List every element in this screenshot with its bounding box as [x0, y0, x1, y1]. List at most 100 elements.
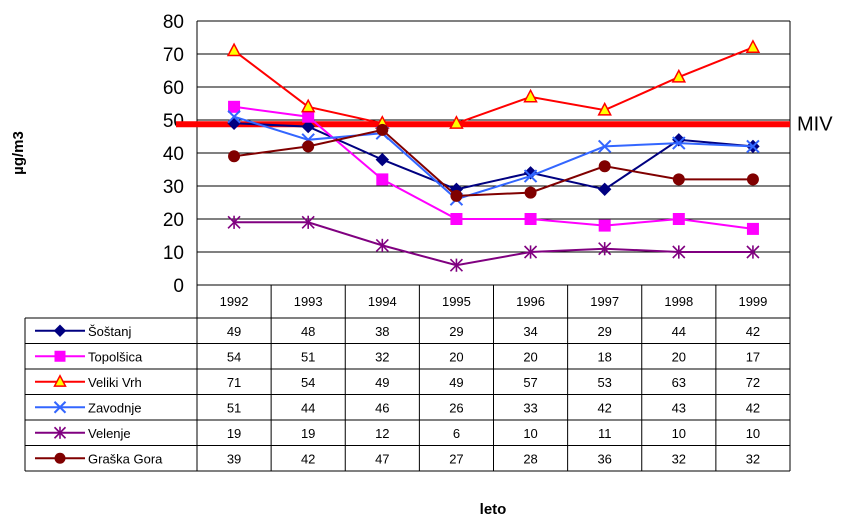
series-3-table-value: 49	[375, 375, 389, 390]
series-3-line	[233, 46, 754, 125]
series-3-point	[597, 101, 612, 116]
x-tick-label: 1992	[220, 294, 249, 309]
square-marker-shape	[228, 100, 241, 113]
triangle-marker-shape	[597, 101, 612, 116]
square-marker-shape	[598, 219, 611, 232]
x-marker-stroke	[523, 169, 538, 183]
series-1-legend-label: Šoštanj	[88, 324, 131, 339]
x-marker-stroke	[746, 139, 760, 154]
circle-marker-shape	[672, 173, 685, 186]
series-5-table-value: 10	[672, 426, 686, 441]
series-4-legend-marker	[53, 401, 67, 414]
series-1-line	[234, 122, 754, 191]
series-2-point	[524, 213, 537, 225]
series-6-point	[746, 173, 759, 186]
series-2-table-value: 17	[746, 349, 760, 364]
x-axis-title: leto	[480, 501, 507, 518]
square-marker-shape	[376, 173, 389, 186]
series-3-point	[449, 115, 464, 129]
y-tick-label: 0	[173, 276, 184, 297]
x-tick-label: 1997	[590, 294, 619, 309]
y-tick-label: 70	[163, 45, 184, 66]
series-5-legend-marker	[53, 426, 67, 439]
square-marker-shape	[524, 213, 537, 225]
series-2-table-value: 54	[227, 349, 241, 364]
series-5-point	[598, 242, 612, 256]
series-2-table-value: 20	[523, 349, 537, 364]
series-5-point	[449, 258, 464, 272]
diamond-marker-shape	[597, 182, 612, 197]
series-3-table-value: 72	[746, 375, 760, 390]
series-4-table-value: 44	[301, 400, 315, 415]
series-5-point	[375, 238, 389, 252]
series-1-table-value: 44	[672, 324, 686, 339]
series-4-legend-label: Zavodnje	[88, 400, 141, 415]
series-3-table-value: 71	[227, 375, 241, 390]
series-4-point	[672, 136, 686, 150]
data-table: 1992 1993 1994 1995 1996 1997 1998 1999 Šoštanj 4…	[24, 285, 791, 472]
series-3-table-value: 63	[672, 375, 686, 390]
series-2-table-value: 51	[301, 349, 315, 364]
square-marker-shape	[54, 350, 66, 362]
series-1-table-value: 34	[523, 324, 537, 339]
series-2-table-value: 32	[375, 349, 389, 364]
series-3-point	[671, 68, 687, 83]
series-1-table-value: 29	[597, 324, 611, 339]
series-5-point	[523, 245, 538, 259]
y-tick-label: 30	[163, 177, 184, 198]
series-2-table-value: 18	[597, 349, 611, 364]
series-6-table-value: 28	[523, 451, 537, 466]
y-tick-label: 80	[163, 12, 184, 33]
circle-marker-shape	[746, 173, 759, 186]
circle-marker-shape	[228, 150, 241, 163]
series-6-table-value: 32	[672, 451, 686, 466]
series-4-table-value: 46	[375, 400, 389, 415]
series-6-table-value: 39	[227, 451, 241, 466]
series-3-legend-label: Veliki Vrh	[88, 375, 142, 390]
y-tick-label: 60	[163, 78, 184, 99]
series-4-point	[597, 139, 612, 154]
series-4-table-value: 26	[449, 400, 463, 415]
series-2-point	[228, 100, 241, 113]
x-tick-label: 1998	[664, 294, 693, 309]
series-3-point	[300, 98, 316, 113]
square-marker-shape	[672, 213, 685, 225]
series-5-table-value: 19	[227, 426, 241, 441]
series-5-table-value: 6	[453, 426, 460, 441]
series-6-point	[450, 189, 463, 202]
square-marker-shape	[450, 213, 463, 225]
series-1-table-value: 29	[449, 324, 463, 339]
triangle-marker-shape	[300, 98, 316, 113]
x-marker-stroke	[53, 401, 67, 414]
series-5-point	[672, 245, 686, 259]
x-marker-stroke	[672, 136, 686, 150]
triangle-marker-shape	[745, 39, 761, 53]
series-3-table-value: 57	[523, 375, 537, 390]
x-marker-stroke	[227, 109, 241, 124]
series-4-table-value: 42	[746, 400, 760, 415]
series-5-line	[234, 221, 753, 267]
series-2-legend-label: Topolšica	[88, 349, 143, 364]
circle-marker-shape	[450, 189, 463, 202]
series-3-table-value: 53	[597, 375, 611, 390]
x-marker-stroke	[597, 139, 612, 154]
diamond-marker-shape	[301, 119, 315, 134]
series-6-line	[233, 128, 753, 197]
triangle-marker-shape	[53, 374, 67, 387]
series-6-point	[524, 186, 537, 199]
series-6-point	[672, 173, 685, 186]
triangle-marker-shape	[449, 115, 464, 129]
series-6-legend-label: Graška Gora	[88, 451, 163, 466]
triangle-marker-shape	[523, 88, 538, 103]
series-4-line	[233, 115, 753, 201]
circle-marker-shape	[302, 140, 315, 153]
x-tick-label: 1995	[442, 294, 471, 309]
series-6-point	[302, 140, 315, 153]
series-3-table-value: 49	[449, 375, 463, 390]
series-4-point	[746, 139, 760, 154]
diamond-marker-shape	[53, 324, 67, 337]
x-tick-label: 1994	[368, 294, 397, 309]
